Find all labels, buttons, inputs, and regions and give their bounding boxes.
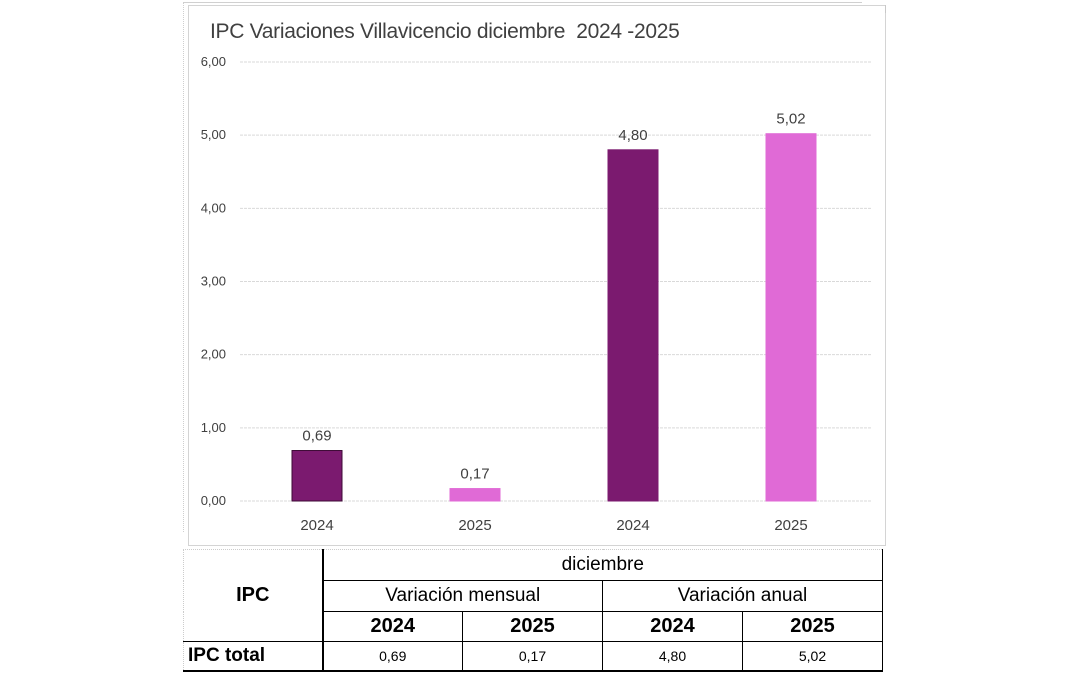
data-labels: 0,69 0,17 4,80 5,02 xyxy=(302,111,805,483)
year-header-cell: 2024 xyxy=(602,611,743,642)
table-row: IPC total 0,69 0,17 4,80 5,02 xyxy=(183,641,883,672)
ipc-header-cell: IPC xyxy=(183,549,324,642)
ipc-data-table: IPC diciembre Variación mensual Variació… xyxy=(183,549,883,672)
y-tick-label: 5,00 xyxy=(201,127,226,142)
group-header-anual: Variación anual xyxy=(602,580,883,612)
group-header-mensual: Variación mensual xyxy=(322,580,603,612)
year-header-cell: 2025 xyxy=(462,611,603,642)
frame-corner xyxy=(885,5,886,13)
bars xyxy=(291,133,817,502)
x-tick-label: 2024 xyxy=(300,517,333,534)
y-tick-label: 1,00 xyxy=(201,420,226,435)
bar xyxy=(607,149,659,502)
value-cell: 0,17 xyxy=(462,641,603,672)
y-tick-label: 2,00 xyxy=(201,347,226,362)
y-axis-labels: 0,00 1,00 2,00 3,00 4,00 5,00 6,00 xyxy=(201,54,226,508)
year-header-cell: 2025 xyxy=(742,611,883,642)
bar xyxy=(765,133,817,502)
chart-back-frame-top xyxy=(183,2,862,3)
month-header-cell: diciembre xyxy=(322,549,883,581)
y-tick-label: 6,00 xyxy=(201,54,226,69)
bar xyxy=(291,450,343,502)
row-label-cell: IPC total xyxy=(183,641,324,672)
x-tick-label: 2024 xyxy=(616,517,649,534)
x-axis-labels: 2024 2025 2024 2025 xyxy=(300,517,807,534)
y-tick-label: 0,00 xyxy=(201,493,226,508)
bar xyxy=(449,488,501,502)
value-cell: 5,02 xyxy=(742,641,883,672)
x-tick-label: 2025 xyxy=(774,517,807,534)
data-label: 4,80 xyxy=(618,127,647,144)
value-cell: 4,80 xyxy=(602,641,743,672)
value-cell: 0,69 xyxy=(322,641,463,672)
data-label: 0,69 xyxy=(302,428,331,445)
chart-back-frame-left xyxy=(183,2,185,532)
x-tick-label: 2025 xyxy=(458,517,491,534)
y-tick-label: 3,00 xyxy=(201,274,226,289)
year-header-cell: 2024 xyxy=(322,611,463,642)
data-label: 5,02 xyxy=(776,111,805,128)
data-label: 0,17 xyxy=(460,466,489,483)
y-tick-label: 4,00 xyxy=(201,200,226,215)
chart-title: IPC Variaciones Villavicencio diciembre … xyxy=(210,20,680,43)
